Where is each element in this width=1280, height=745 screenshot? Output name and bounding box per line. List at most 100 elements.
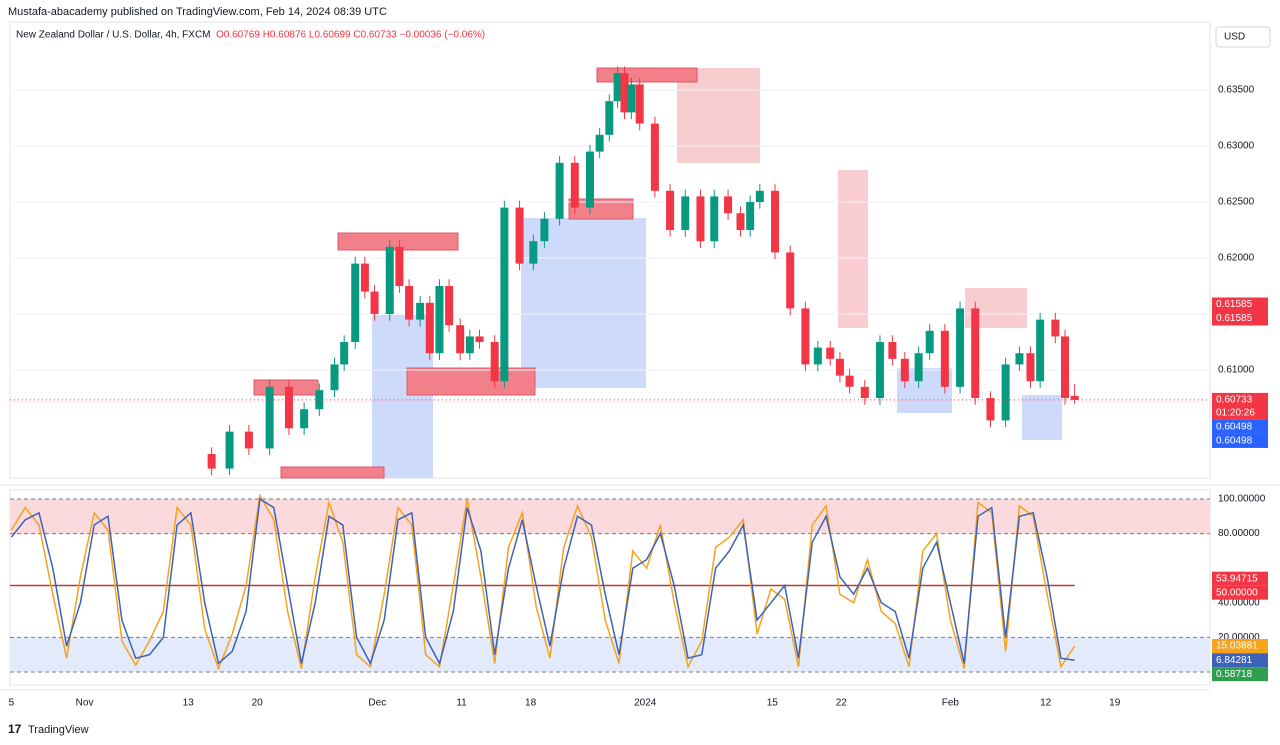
price-tag-label: 6.84281	[1216, 655, 1253, 666]
countdown: 01:20:26	[1216, 408, 1255, 419]
candle-body	[627, 84, 636, 113]
candle-body	[914, 353, 923, 382]
y-tick-label: 0.61000	[1218, 365, 1255, 376]
countdown-bg	[1212, 405, 1268, 420]
price-tag	[1212, 419, 1268, 434]
candle-body	[666, 190, 675, 231]
candle-body	[801, 308, 810, 365]
candle-body	[786, 252, 795, 309]
price-tag-label: 0.61585	[1216, 299, 1253, 310]
candle-body	[845, 375, 854, 387]
candle-body	[736, 213, 745, 231]
supply-zone	[677, 68, 760, 163]
candle-body	[225, 431, 234, 469]
x-tick-label: 13	[183, 698, 195, 709]
oscillator-line	[10, 493, 1076, 671]
price-tag	[1212, 653, 1268, 668]
x-tick-label: 11	[456, 698, 467, 709]
candle-body	[330, 364, 339, 391]
candle-body	[370, 291, 379, 315]
x-tick-label: 15	[767, 698, 779, 709]
candle-body	[971, 308, 980, 399]
y-tick-label: 20.00000	[1218, 632, 1260, 643]
candle-body	[595, 134, 604, 152]
candle-body	[475, 336, 484, 343]
overbought-band	[10, 498, 1210, 534]
demand-zone	[521, 218, 646, 388]
price-tag	[1212, 433, 1268, 448]
candle-body	[1061, 336, 1070, 399]
candle-body	[755, 190, 764, 203]
candle-body	[207, 454, 216, 469]
price-tag-label: 0.60733	[1216, 395, 1253, 406]
price-tag-label: 53.94715	[1216, 573, 1258, 584]
candle-body	[585, 151, 594, 208]
candle-body	[435, 286, 444, 354]
x-tick-label: 5	[9, 698, 15, 709]
candle-body	[696, 196, 705, 242]
order-block	[406, 367, 536, 396]
candle-body	[456, 325, 465, 354]
candle-body	[986, 398, 995, 421]
candle-body	[835, 358, 844, 376]
oscillator-line	[10, 497, 1075, 666]
y-tick-label: 40.00000	[1218, 597, 1260, 608]
candles	[207, 66, 1079, 476]
candle-body	[613, 73, 622, 102]
price-tag	[1212, 639, 1268, 654]
x-tick-label: 20	[252, 698, 264, 709]
candle-body	[605, 101, 614, 135]
candle-body	[351, 263, 360, 343]
candle-body	[284, 386, 293, 429]
y-tick-label: 100.00000	[1218, 494, 1266, 505]
candle-body	[340, 342, 349, 365]
x-tick-label: Nov	[76, 698, 94, 709]
candle-body	[490, 342, 499, 382]
price-tag	[1212, 297, 1268, 312]
candle-body	[826, 347, 835, 359]
candle-body	[570, 162, 579, 208]
currency-button[interactable]	[1215, 26, 1271, 48]
price-tag-label: 15.03881	[1216, 641, 1258, 652]
y-tick-label: 80.00000	[1218, 528, 1260, 539]
candle-body	[425, 302, 434, 354]
candle-body	[875, 342, 884, 399]
candle-body	[385, 246, 394, 315]
zones	[253, 67, 1062, 479]
symbol: New Zealand Dollar / U.S. Dollar, 4h, FX…	[16, 30, 211, 41]
ohlc: O0.60769 H0.60876 L0.60699 C0.60733 −0.0…	[216, 30, 485, 41]
candle-body	[445, 286, 454, 326]
candle-body	[900, 358, 909, 382]
y-tick-label: 0.62000	[1218, 253, 1255, 264]
candle-body	[620, 73, 629, 113]
price-tag	[1212, 311, 1268, 326]
candle-body	[860, 386, 869, 399]
demand-zone	[1022, 395, 1062, 440]
currency[interactable]: USD	[1224, 32, 1245, 43]
candle-body	[771, 190, 780, 253]
order-block	[280, 466, 385, 479]
order-block	[596, 67, 698, 83]
candle-body	[813, 347, 822, 365]
candle-body	[1036, 319, 1045, 382]
candle-body	[940, 330, 949, 387]
oversold-band	[10, 637, 1210, 673]
logo: 17 TradingView	[8, 722, 89, 736]
candle-body	[635, 84, 644, 124]
brand: TradingView	[28, 724, 89, 736]
price-tag-label: 0.60498	[1216, 422, 1253, 433]
candle-body	[1051, 319, 1060, 337]
candle-body	[529, 241, 538, 264]
candle-body	[405, 286, 414, 320]
price-tag	[1212, 585, 1268, 600]
candle-body	[500, 207, 509, 382]
y-tick-label: 0.62500	[1218, 197, 1255, 208]
supply-zone	[838, 170, 868, 328]
x-tick-label: 18	[525, 698, 537, 709]
price-tag	[1212, 392, 1268, 407]
candle-body	[1070, 395, 1079, 400]
x-tick-label: Dec	[368, 698, 386, 709]
candle-body	[650, 123, 659, 191]
candle-body	[746, 202, 755, 231]
